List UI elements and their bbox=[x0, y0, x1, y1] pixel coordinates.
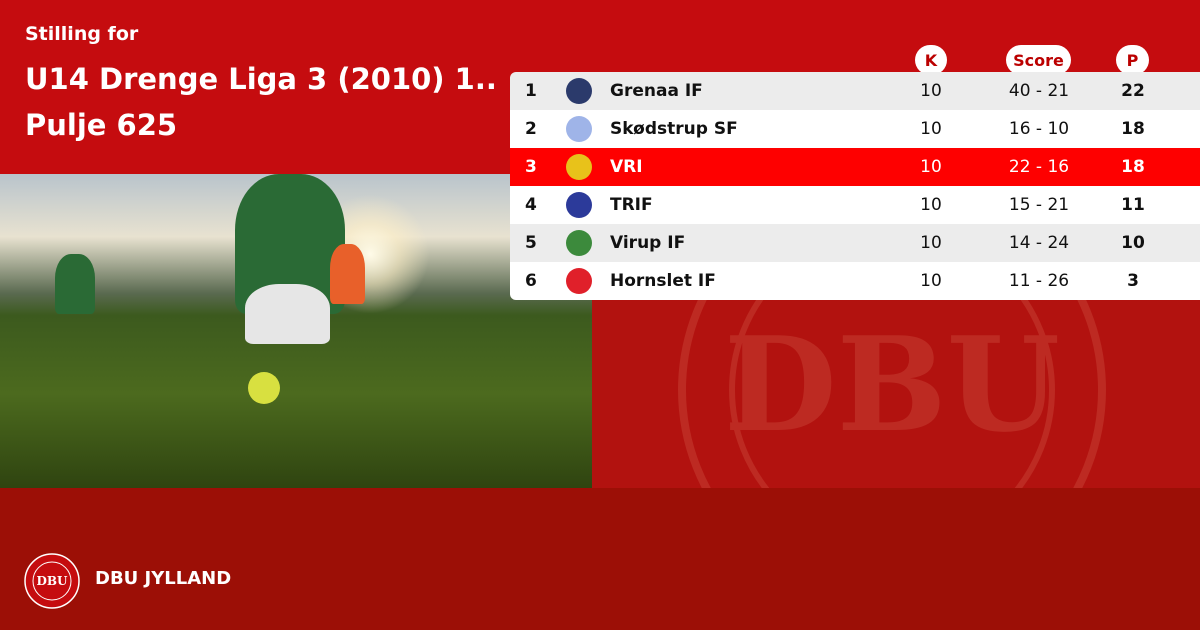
score-cell: 40 - 21 bbox=[1008, 81, 1070, 101]
svg-text:DBU: DBU bbox=[724, 308, 1060, 461]
matches-cell: 10 bbox=[920, 81, 942, 101]
team-logo-icon bbox=[566, 192, 592, 218]
points-cell: 11 bbox=[1121, 195, 1145, 215]
position-cell: 5 bbox=[525, 233, 537, 253]
position-cell: 4 bbox=[525, 195, 537, 215]
column-header-score: Score bbox=[1006, 45, 1071, 75]
team-name: Hornslet IF bbox=[610, 271, 716, 291]
matches-cell: 10 bbox=[920, 119, 942, 139]
svg-text:DBU: DBU bbox=[36, 574, 68, 588]
standings-table: 1 Grenaa IF 10 40 - 21 22 2 Skødstrup SF 10 16 -… bbox=[510, 72, 1200, 300]
title-line: U14 Drenge Liga 3 (2010) 1.. bbox=[25, 62, 497, 96]
team-name: Grenaa IF bbox=[610, 81, 703, 101]
matches-cell: 10 bbox=[920, 233, 942, 253]
points-cell: 3 bbox=[1127, 271, 1139, 291]
team-logo-icon bbox=[566, 78, 592, 104]
team-logo-icon bbox=[566, 268, 592, 294]
score-cell: 15 - 21 bbox=[1008, 195, 1070, 215]
player-figure bbox=[55, 254, 95, 314]
score-cell: 11 - 26 bbox=[1008, 271, 1070, 291]
score-cell: 16 - 10 bbox=[1008, 119, 1070, 139]
table-row[interactable]: 6 Hornslet IF 10 11 - 26 3 bbox=[510, 262, 1200, 300]
footer-band bbox=[0, 488, 1200, 630]
team-logo-icon bbox=[566, 154, 592, 180]
position-cell: 6 bbox=[525, 271, 537, 291]
dbu-badge-logo: DBU bbox=[24, 553, 80, 609]
matches-cell: 10 bbox=[920, 157, 942, 177]
points-cell: 22 bbox=[1121, 81, 1145, 101]
position-cell: 1 bbox=[525, 81, 537, 101]
team-name: Virup IF bbox=[610, 233, 686, 253]
column-header-k: K bbox=[915, 45, 947, 75]
brand-name: DBU JYLLAND bbox=[95, 568, 232, 589]
table-row[interactable]: 4 TRIF 10 15 - 21 11 bbox=[510, 186, 1200, 224]
table-row[interactable]: 3 VRI 10 22 - 16 18 bbox=[510, 148, 1200, 186]
team-logo-icon bbox=[566, 230, 592, 256]
team-name: VRI bbox=[610, 157, 643, 177]
table-row[interactable]: 5 Virup IF 10 14 - 24 10 bbox=[510, 224, 1200, 262]
position-cell: 2 bbox=[525, 119, 537, 139]
position-cell: 3 bbox=[525, 157, 537, 177]
column-header-p: P bbox=[1116, 45, 1149, 75]
player-figure bbox=[330, 244, 365, 304]
table-row[interactable]: 2 Skødstrup SF 10 16 - 10 18 bbox=[510, 110, 1200, 148]
page-title: U14 Drenge Liga 3 (2010) 1.. Pulje 625 bbox=[25, 56, 505, 148]
team-name: TRIF bbox=[610, 195, 653, 215]
team-name: Skødstrup SF bbox=[610, 119, 738, 139]
score-cell: 14 - 24 bbox=[1008, 233, 1070, 253]
title-line: Pulje 625 bbox=[25, 108, 178, 142]
eyebrow-label: Stilling for bbox=[25, 23, 139, 45]
dbu-watermark: DBU bbox=[592, 300, 1200, 488]
matches-cell: 10 bbox=[920, 195, 942, 215]
score-cell: 22 - 16 bbox=[1008, 157, 1070, 177]
points-cell: 18 bbox=[1121, 119, 1145, 139]
table-row[interactable]: 1 Grenaa IF 10 40 - 21 22 bbox=[510, 72, 1200, 110]
player-figure bbox=[245, 284, 330, 344]
points-cell: 18 bbox=[1121, 157, 1145, 177]
points-cell: 10 bbox=[1121, 233, 1145, 253]
matches-cell: 10 bbox=[920, 271, 942, 291]
hero-photo bbox=[0, 174, 592, 488]
team-logo-icon bbox=[566, 116, 592, 142]
ball bbox=[248, 372, 280, 404]
